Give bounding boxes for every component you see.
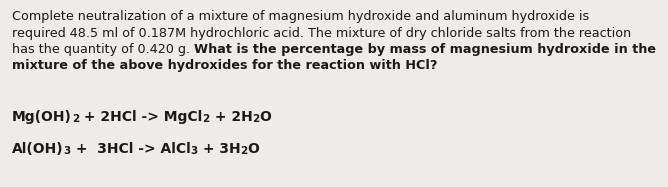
Text: + 2H: + 2H <box>210 110 253 124</box>
Text: + 2HCl -> MgCl: + 2HCl -> MgCl <box>79 110 202 124</box>
Text: Complete neutralization of a mixture of magnesium hydroxide and aluminum hydroxi: Complete neutralization of a mixture of … <box>12 10 589 23</box>
Text: mixture of the above hydroxides for the reaction with HCl?: mixture of the above hydroxides for the … <box>12 59 438 73</box>
Text: 3: 3 <box>63 146 71 156</box>
Text: O: O <box>260 110 271 124</box>
Text: has the quantity of 0.420 g.: has the quantity of 0.420 g. <box>12 43 194 56</box>
Text: + 3H: + 3H <box>198 142 240 156</box>
Text: Al(OH): Al(OH) <box>12 142 63 156</box>
Text: Mg(OH): Mg(OH) <box>12 110 72 124</box>
Text: 2: 2 <box>240 146 248 156</box>
Text: O: O <box>248 142 260 156</box>
Text: 2: 2 <box>202 114 210 124</box>
Text: +  3HCl -> AlCl: + 3HCl -> AlCl <box>71 142 190 156</box>
Text: required 48.5 ml of 0.187M hydrochloric acid. The mixture of dry chloride salts : required 48.5 ml of 0.187M hydrochloric … <box>12 27 631 39</box>
Text: 2: 2 <box>253 114 260 124</box>
Text: 2: 2 <box>72 114 79 124</box>
Text: 3: 3 <box>190 146 198 156</box>
Text: What is the percentage by mass of magnesium hydroxide in the: What is the percentage by mass of magnes… <box>194 43 656 56</box>
